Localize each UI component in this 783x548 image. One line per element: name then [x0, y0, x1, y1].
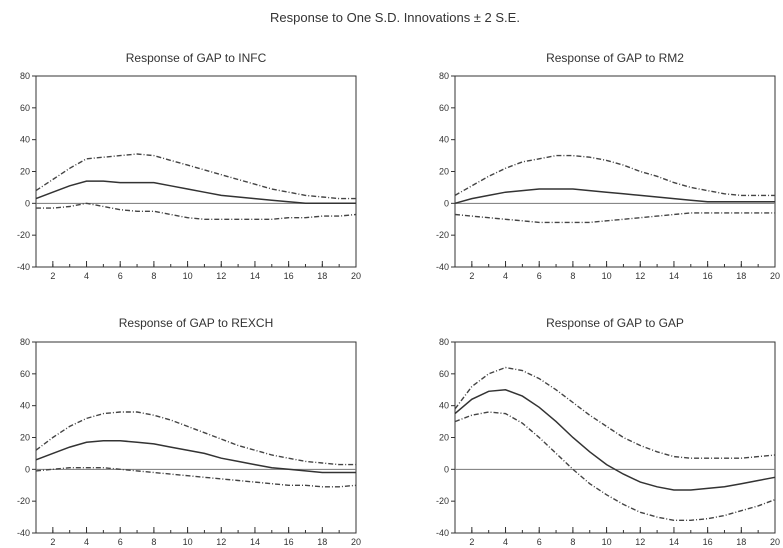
- series-estimate: [454, 188, 775, 205]
- panel-title: Response of GAP to RM2: [546, 51, 684, 65]
- y-tick-label: 40: [20, 401, 30, 411]
- x-tick-label: 12: [216, 271, 226, 281]
- y-tick-label: -20: [17, 230, 30, 240]
- x-tick-label: 16: [284, 271, 294, 281]
- series-upper: [454, 366, 776, 459]
- panel-title: Response of GAP to INFC: [126, 51, 267, 65]
- y-tick-label: 80: [20, 337, 30, 347]
- x-tick-label: 2: [50, 271, 55, 281]
- series-lower: [454, 411, 776, 521]
- x-tick-label: 4: [84, 271, 89, 281]
- figure-title: Response to One S.D. Innovations ± 2 S.E…: [270, 10, 520, 25]
- y-tick-label: 0: [25, 198, 30, 208]
- series-estimate: [35, 439, 356, 474]
- x-tick-label: 8: [570, 271, 575, 281]
- x-tick-label: 18: [736, 271, 746, 281]
- series-lower: [35, 467, 357, 488]
- y-tick-label: -20: [436, 496, 449, 506]
- y-tick-label: 80: [20, 71, 30, 81]
- panel-3: Response of GAP to REXCH -40 -20 0 20 40 60 80 2…: [17, 316, 361, 547]
- series-estimate: [454, 389, 776, 491]
- y-tick-label: 40: [439, 135, 449, 145]
- y-tick-label: 60: [439, 103, 449, 113]
- x-tick-label: 14: [669, 271, 679, 281]
- y-tick-label: -40: [17, 528, 30, 538]
- y-tick-label: 40: [439, 401, 449, 411]
- y-tick-label: 80: [439, 337, 449, 347]
- series-lower: [454, 212, 775, 224]
- x-tick-label: 14: [669, 537, 679, 547]
- x-tick-label: 20: [770, 271, 780, 281]
- y-tick-label: 60: [20, 369, 30, 379]
- x-tick-label: 6: [537, 537, 542, 547]
- x-tick-label: 20: [351, 271, 361, 281]
- x-tick-label: 16: [703, 537, 713, 547]
- y-tick-label: 40: [20, 135, 30, 145]
- y-tick-label: 60: [439, 369, 449, 379]
- y-tick-label: 0: [444, 464, 449, 474]
- x-tick-label: 4: [503, 271, 508, 281]
- series-upper: [454, 154, 775, 197]
- plot-frame: [454, 75, 776, 268]
- x-tick-label: 10: [602, 271, 612, 281]
- x-tick-label: 2: [469, 271, 474, 281]
- series-estimate: [35, 180, 356, 205]
- x-tick-label: 6: [537, 271, 542, 281]
- plot-frame: [35, 75, 357, 268]
- y-tick-label: -40: [436, 262, 449, 272]
- x-tick-label: 16: [703, 271, 713, 281]
- x-tick-label: 14: [250, 537, 260, 547]
- x-tick-label: 18: [317, 537, 327, 547]
- x-tick-label: 18: [736, 537, 746, 547]
- x-tick-label: 4: [84, 537, 89, 547]
- series-upper: [35, 411, 356, 466]
- y-tick-label: -40: [436, 528, 449, 538]
- x-tick-label: 8: [151, 271, 156, 281]
- x-tick-label: 10: [183, 537, 193, 547]
- panel-4: Response of GAP to GAP -40 -20 0 20 40 60 80 2 4 6…: [436, 316, 780, 547]
- panel-1: Response of GAP to INFC -40 -20 0 20 40 60 80 2 4…: [17, 51, 361, 281]
- y-tick-label: 0: [25, 464, 30, 474]
- panel-2: Response of GAP to RM2 -40 -20 0 20 40 60 80 2 4 6…: [436, 51, 780, 281]
- plot-frame: [454, 341, 776, 534]
- x-tick-label: 8: [151, 537, 156, 547]
- x-tick-label: 2: [50, 537, 55, 547]
- series-lower: [36, 202, 357, 221]
- panel-title: Response of GAP to GAP: [546, 316, 684, 330]
- x-tick-label: 18: [317, 271, 327, 281]
- x-tick-label: 10: [183, 271, 193, 281]
- y-tick-label: -40: [17, 262, 30, 272]
- x-tick-label: 12: [635, 271, 645, 281]
- x-tick-label: 12: [216, 537, 226, 547]
- x-tick-label: 10: [602, 537, 612, 547]
- x-tick-label: 14: [250, 271, 260, 281]
- x-tick-label: 6: [118, 537, 123, 547]
- y-tick-label: 20: [20, 433, 30, 443]
- y-tick-label: 20: [20, 167, 30, 177]
- y-tick-label: 20: [439, 433, 449, 443]
- y-tick-label: 20: [439, 167, 449, 177]
- x-tick-label: 6: [118, 271, 123, 281]
- x-tick-label: 16: [284, 537, 294, 547]
- panel-title: Response of GAP to REXCH: [119, 316, 274, 330]
- x-tick-label: 2: [469, 537, 474, 547]
- y-tick-label: 0: [444, 198, 449, 208]
- x-tick-label: 8: [570, 537, 575, 547]
- x-tick-label: 20: [770, 537, 780, 547]
- y-tick-label: -20: [17, 496, 30, 506]
- y-tick-label: 60: [20, 103, 30, 113]
- x-tick-label: 12: [635, 537, 645, 547]
- series-upper: [35, 153, 356, 200]
- y-tick-label: -20: [436, 230, 449, 240]
- x-tick-label: 20: [351, 537, 361, 547]
- plot-frame: [35, 341, 357, 534]
- y-tick-label: 80: [439, 71, 449, 81]
- x-tick-label: 4: [503, 537, 508, 547]
